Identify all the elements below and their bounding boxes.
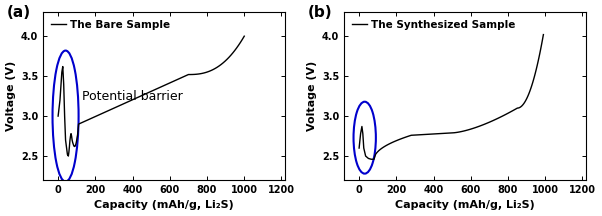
Legend: The Synthesized Sample: The Synthesized Sample xyxy=(349,17,518,32)
Text: (b): (b) xyxy=(308,5,332,21)
Text: (a): (a) xyxy=(7,5,31,21)
Y-axis label: Voltage (V): Voltage (V) xyxy=(5,61,16,131)
X-axis label: Capacity (mAh/g, Li₂S): Capacity (mAh/g, Li₂S) xyxy=(396,200,535,210)
Text: Potential barrier: Potential barrier xyxy=(82,90,183,103)
Y-axis label: Voltage (V): Voltage (V) xyxy=(306,61,317,131)
X-axis label: Capacity (mAh/g, Li₂S): Capacity (mAh/g, Li₂S) xyxy=(95,200,234,210)
Legend: The Bare Sample: The Bare Sample xyxy=(48,17,173,32)
